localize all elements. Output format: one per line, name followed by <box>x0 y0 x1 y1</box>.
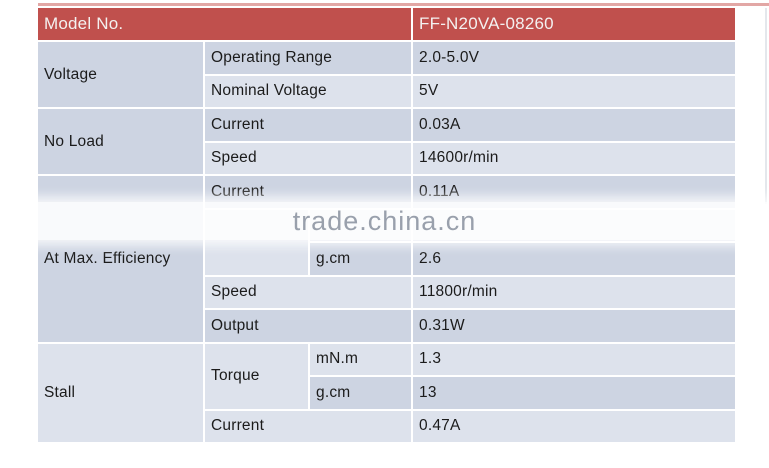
spec-table: Model No. FF-N20VA-08260 Voltage Operati… <box>36 6 737 444</box>
value-cell: 0.47A <box>413 410 736 442</box>
table-row: g.cm 2.6 <box>38 243 736 275</box>
value-cell: 0.03A <box>413 109 736 141</box>
model-no-header-cell: Model No. <box>38 8 412 40</box>
model-no-value-cell: FF-N20VA-08260 <box>413 8 736 40</box>
unit-cell: g.cm <box>310 377 412 409</box>
table-row: Nominal Voltage 5V <box>38 75 736 107</box>
section-at-max-efficiency: At Max. Efficiency <box>38 176 203 342</box>
right-edge-line <box>765 8 767 204</box>
param-cell: Current <box>205 109 412 141</box>
watermark-band: trade.china.cn <box>0 202 769 240</box>
table-row: Stall Torque mN.m 1.3 <box>38 343 736 442</box>
param-cell: Output <box>205 310 412 342</box>
top-accent-line <box>38 3 769 6</box>
section-stall: Stall <box>38 343 203 442</box>
table-row: Speed 14600r/min <box>38 142 736 174</box>
table-row: Current 0.47A <box>38 410 736 442</box>
param-cell: Current <box>205 410 412 442</box>
table-row: Output 0.31W <box>38 310 736 342</box>
table-row: No Load Current 0.03A <box>38 109 736 174</box>
value-cell: 5V <box>413 75 736 107</box>
param-cell: Torque <box>205 343 308 409</box>
value-cell: 14600r/min <box>413 142 736 174</box>
header-row: Model No. FF-N20VA-08260 <box>38 8 736 40</box>
table-row: Speed 11800r/min <box>38 276 736 308</box>
section-voltage: Voltage <box>38 42 203 107</box>
param-cell: Speed <box>205 276 412 308</box>
value-cell: 13 <box>413 377 736 409</box>
param-cell: Speed <box>205 142 412 174</box>
value-cell: 11800r/min <box>413 276 736 308</box>
value-cell: 2.0-5.0V <box>413 42 736 74</box>
value-cell: 2.6 <box>413 243 736 275</box>
unit-cell: mN.m <box>310 343 412 375</box>
value-cell: 0.31W <box>413 310 736 342</box>
unit-cell: g.cm <box>310 243 412 275</box>
table-row: g.cm 13 <box>38 377 736 409</box>
param-cell: Nominal Voltage <box>205 75 412 107</box>
table-row: Voltage Operating Range 2.0-5.0V <box>38 42 736 107</box>
section-no-load: No Load <box>38 109 203 174</box>
value-cell: 1.3 <box>413 343 736 375</box>
watermark-text: trade.china.cn <box>292 205 477 236</box>
param-cell: Operating Range <box>205 42 412 74</box>
